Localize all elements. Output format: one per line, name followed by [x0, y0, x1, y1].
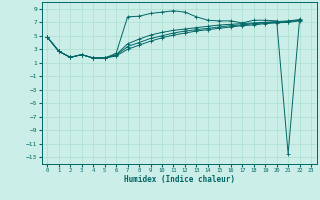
- X-axis label: Humidex (Indice chaleur): Humidex (Indice chaleur): [124, 175, 235, 184]
